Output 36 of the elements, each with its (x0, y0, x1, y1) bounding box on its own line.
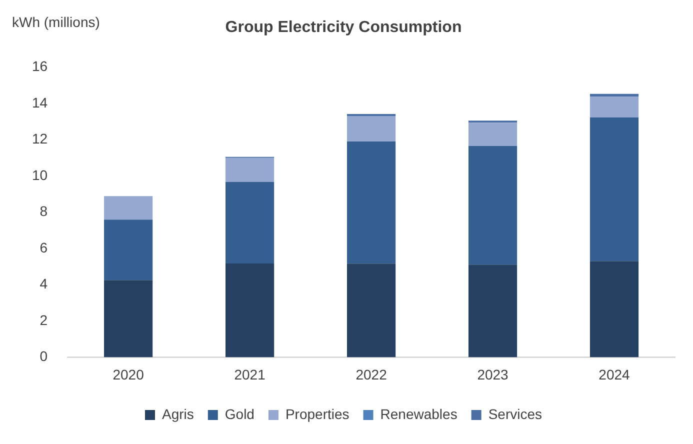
bar (346, 264, 396, 358)
y-tick-label: 8 (40, 203, 48, 220)
legend-label: Gold (224, 406, 254, 422)
legend-label: Services (488, 406, 542, 422)
bar (590, 117, 639, 262)
x-tick-label: 2020 (112, 366, 144, 382)
x-tick-label: 2024 (598, 366, 630, 382)
y-tick-label: 4 (40, 276, 48, 292)
bar (226, 158, 274, 182)
bar (468, 146, 518, 265)
y-tick-label: 2 (40, 312, 48, 328)
x-tick-label: 2021 (234, 366, 266, 382)
y-tick-label: 12 (32, 130, 48, 147)
x-tick-label: 2023 (477, 366, 509, 382)
bar (346, 116, 396, 142)
bar (226, 182, 274, 264)
y-tick-label: 6 (40, 239, 48, 256)
legend-label: Properties (285, 406, 350, 422)
bar (590, 261, 639, 358)
y-tick-label: 14 (32, 94, 48, 110)
legend-label: Agris (162, 406, 194, 422)
bar (104, 196, 153, 220)
y-tick-label: 16 (32, 58, 48, 74)
legend-label: Renewables (380, 406, 458, 422)
bar (226, 263, 274, 358)
y-axis-title: kWh (millions) (12, 14, 100, 30)
y-tick-label: 0 (40, 348, 48, 364)
x-tick-label: 2022 (356, 366, 388, 382)
bar (346, 142, 396, 264)
y-tick-label: 10 (32, 166, 48, 183)
bar (104, 220, 153, 280)
bar (104, 280, 153, 358)
bar (590, 96, 639, 118)
bar (468, 264, 518, 358)
chart-title: Group Electricity Consumption (225, 19, 462, 36)
bar (468, 122, 518, 146)
